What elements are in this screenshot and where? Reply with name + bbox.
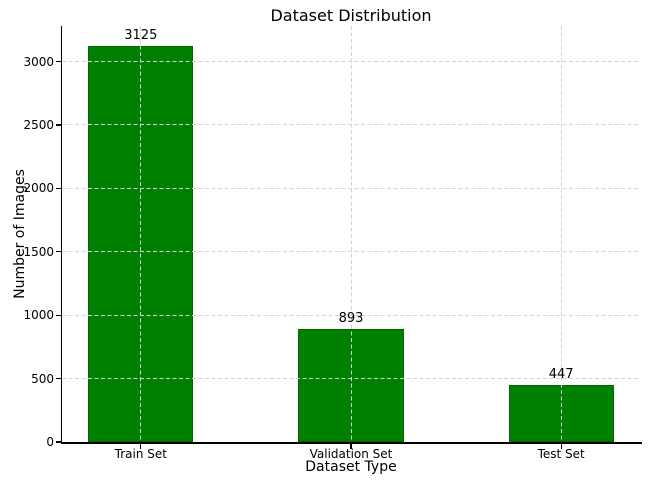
x-tick-label: Test Set [537,447,585,461]
gridline-v [140,26,142,442]
y-tick-label: 2000 [23,181,54,196]
x-tick-label: Validation Set [309,447,393,461]
bar-value-label: 893 [338,310,364,326]
x-tick-mark [140,443,142,449]
y-tick-mark [56,251,61,253]
x-axis-label: Dataset Type [305,459,397,475]
y-tick-mark [56,124,61,126]
x-axis-spine [60,442,642,444]
y-axis-spine [60,26,62,444]
y-tick-label: 3000 [23,54,54,69]
y-tick-mark [56,187,61,189]
gridline-v [350,26,352,442]
bar-value-label: 3125 [124,27,158,43]
plot-area: 3125 893 447 [62,26,640,442]
gridline-v [560,26,562,442]
y-tick-mark [56,314,61,316]
bar-value-label: 447 [548,367,574,383]
y-tick-mark [56,60,61,63]
y-tick-label: 500 [31,371,54,386]
chart-title: Dataset Distribution [270,6,432,25]
y-tick-label: 2500 [23,117,54,132]
x-tick-mark [560,443,562,449]
y-tick-label: 1000 [23,308,54,323]
y-tick-mark [56,377,61,380]
y-tick-label: 0 [46,435,54,449]
y-tick-label: 1500 [23,244,54,259]
y-tick-mark [56,441,61,443]
x-tick-label: Train Set [114,447,167,461]
x-tick-mark [350,443,352,449]
